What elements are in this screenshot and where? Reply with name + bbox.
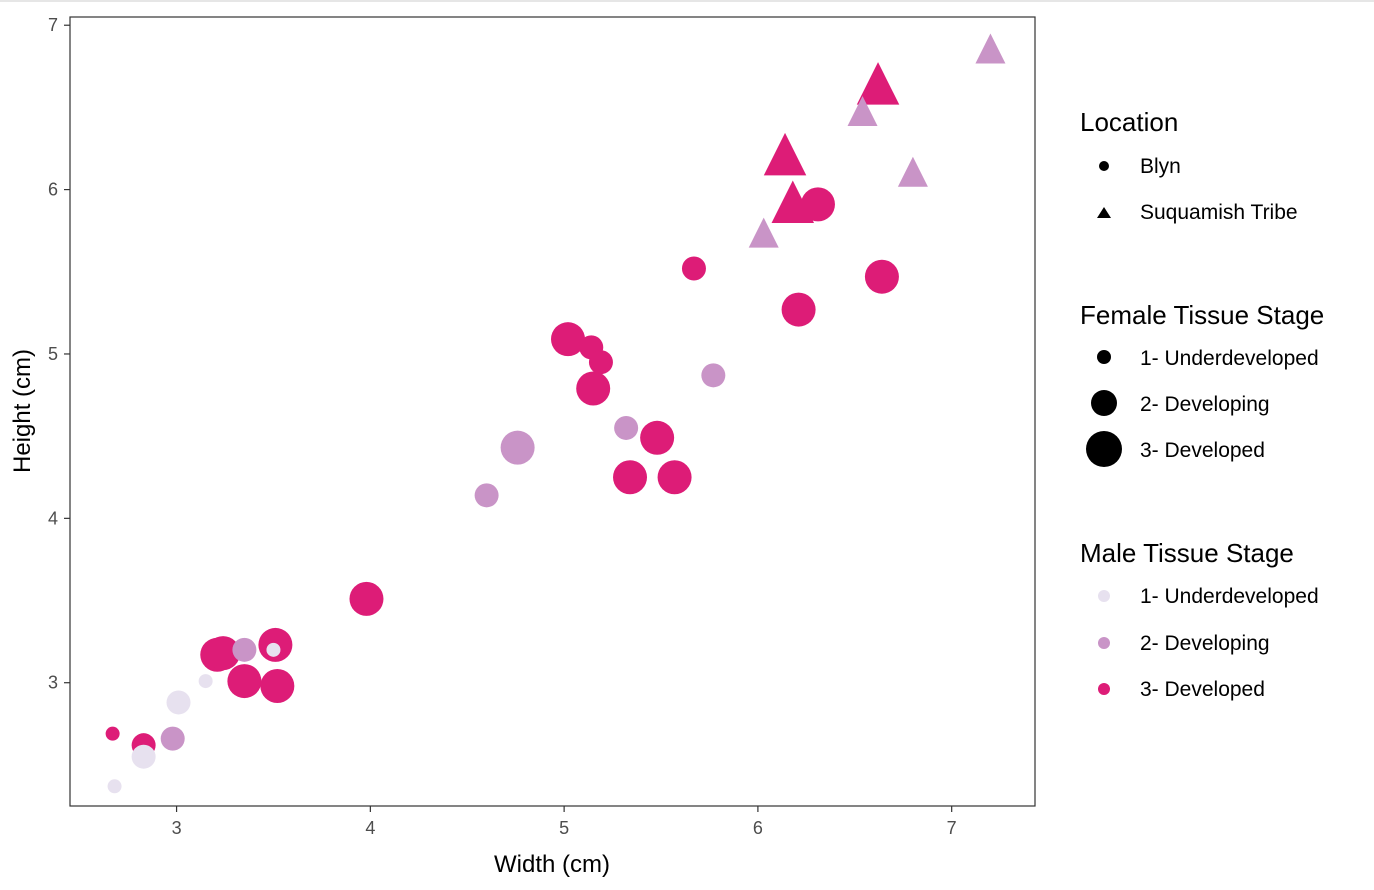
data-point-circle xyxy=(640,420,675,455)
legend-label: 2- Developing xyxy=(1140,393,1270,416)
legend-label: 3- Developed xyxy=(1140,439,1265,462)
y-axis: 3 4 5 6 7 xyxy=(48,15,70,693)
data-point-circle xyxy=(260,669,295,704)
data-point-circle xyxy=(232,637,257,662)
legend-label: Suquamish Tribe xyxy=(1140,201,1298,224)
legend-label: 2- Developing xyxy=(1140,632,1270,655)
y-tick-label: 5 xyxy=(48,344,58,364)
data-point-triangle xyxy=(975,33,1006,64)
legend-key-size xyxy=(1097,350,1111,364)
data-point-circle xyxy=(576,371,611,406)
legend-title: Female Tissue Stage xyxy=(1080,300,1324,330)
data-point-circle xyxy=(657,460,692,495)
legend-key-color xyxy=(1098,637,1110,649)
x-tick-label: 6 xyxy=(753,818,763,838)
data-point-triangle xyxy=(771,180,815,224)
x-tick-label: 7 xyxy=(947,818,957,838)
data-point-circle xyxy=(551,322,586,357)
data-point-circle xyxy=(613,460,648,495)
legend-key-size xyxy=(1086,431,1122,467)
legend-title: Male Tissue Stage xyxy=(1080,538,1294,568)
data-point-circle xyxy=(166,690,191,715)
legend-key-color xyxy=(1098,683,1110,695)
data-point-circle xyxy=(206,636,241,671)
legend-title: Location xyxy=(1080,107,1178,137)
legend-key-triangle xyxy=(1097,207,1111,218)
x-tick-label: 4 xyxy=(365,818,375,838)
legend-key-circle xyxy=(1099,161,1109,171)
data-point-circle xyxy=(198,674,213,689)
data-point-circle xyxy=(681,256,706,281)
data-point-circle xyxy=(614,415,639,440)
legend-label: 1- Underdeveloped xyxy=(1140,347,1319,370)
data-point-circle xyxy=(474,483,499,508)
data-points xyxy=(105,33,1006,794)
data-point-circle xyxy=(131,744,156,769)
plot-panel-border xyxy=(69,16,1036,807)
data-point-circle xyxy=(227,664,262,699)
data-point-circle xyxy=(800,187,835,222)
data-point-circle xyxy=(500,430,535,465)
data-point-circle xyxy=(588,350,613,375)
data-point-circle xyxy=(105,726,120,741)
legend-key-size xyxy=(1091,390,1117,416)
top-border xyxy=(0,0,1374,2)
legend-label: 3- Developed xyxy=(1140,678,1265,701)
data-point-circle xyxy=(349,581,384,616)
y-tick-label: 3 xyxy=(48,673,58,693)
x-axis: 3 4 5 6 7 xyxy=(172,806,957,838)
data-point-circle xyxy=(781,292,816,327)
y-tick-label: 4 xyxy=(48,508,58,528)
x-tick-label: 5 xyxy=(559,818,569,838)
x-tick-label: 3 xyxy=(172,818,182,838)
data-point-circle xyxy=(864,259,899,294)
data-point-circle xyxy=(266,642,281,657)
data-point-circle xyxy=(107,779,122,794)
data-point-triangle xyxy=(897,156,928,187)
legend: Location Blyn Suquamish Tribe Female Tissue… xyxy=(1080,107,1324,701)
data-point-triangle xyxy=(856,62,900,105)
legend-label: Blyn xyxy=(1140,155,1181,178)
data-point-triangle xyxy=(763,132,807,176)
y-axis-title: Height (cm) xyxy=(9,349,36,473)
x-axis-title: Width (cm) xyxy=(494,851,610,878)
data-point-triangle xyxy=(748,217,779,248)
legend-label: 1- Underdeveloped xyxy=(1140,585,1319,608)
data-point-circle xyxy=(160,726,185,751)
legend-key-color xyxy=(1098,590,1110,602)
y-tick-label: 7 xyxy=(48,15,58,35)
data-point-triangle xyxy=(847,95,878,126)
y-tick-label: 6 xyxy=(48,180,58,200)
data-point-circle xyxy=(701,363,726,388)
